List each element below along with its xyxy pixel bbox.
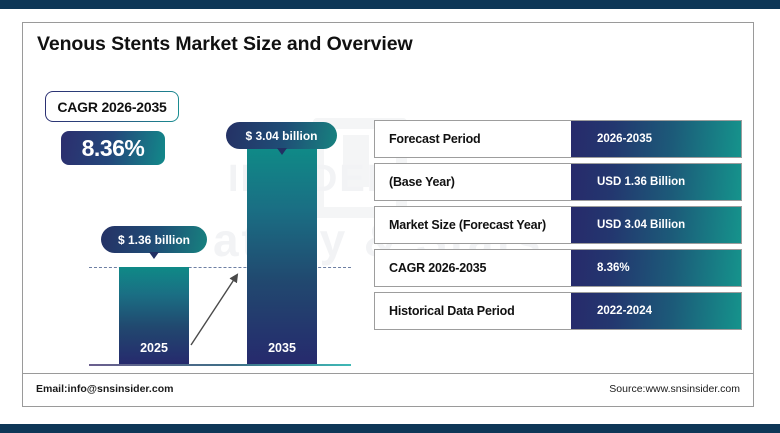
table-row-key: Historical Data Period <box>389 304 515 318</box>
bottom-accent-bar <box>0 424 780 433</box>
bar-2025: 2025 <box>119 267 189 364</box>
table-row: (Base Year) USD 1.36 Billion <box>374 163 742 201</box>
reference-line <box>89 267 351 268</box>
cagr-value-text: 8.36% <box>81 134 145 161</box>
footer-email: Email:info@snsinsider.com <box>36 383 174 395</box>
table-row-key: Forecast Period <box>389 132 481 146</box>
table-row-value: USD 1.36 Billion <box>571 164 741 200</box>
table-row: CAGR 2026-2035 8.36% <box>374 249 742 287</box>
table-row-value: 8.36% <box>571 250 741 286</box>
footer: Email:info@snsinsider.com Source:www.sns… <box>23 373 753 406</box>
value-callout-2025: $ 1.36 billion <box>101 226 207 259</box>
table-row-value: 2026-2035 <box>571 121 741 157</box>
footer-source: Source:www.snsinsider.com <box>609 383 740 395</box>
overview-table: Forecast Period 2026-2035 (Base Year) US… <box>374 120 742 335</box>
table-row-value: 2022-2024 <box>571 293 741 329</box>
value-callout-2035: $ 3.04 billion <box>226 122 337 155</box>
bar-category-label-2035: 2035 <box>268 341 296 355</box>
cagr-value-badge: 8.36% <box>61 131 165 165</box>
table-row-key: (Base Year) <box>389 175 455 189</box>
chart-baseline-axis <box>89 364 351 366</box>
table-row: Forecast Period 2026-2035 <box>374 120 742 158</box>
value-callout-text-2035: $ 3.04 billion <box>245 128 318 143</box>
table-row: Historical Data Period 2022-2024 <box>374 292 742 330</box>
bar-2035: 2035 <box>247 148 317 364</box>
top-accent-bar <box>0 0 780 9</box>
infographic-card: INSIDER ategy & Stats Venous Stents Mark… <box>22 22 754 407</box>
value-callout-text-2025: $ 1.36 billion <box>117 232 191 247</box>
table-row-key: CAGR 2026-2035 <box>389 261 487 275</box>
bar-category-label-2025: 2025 <box>140 341 168 355</box>
page-title: Venous Stents Market Size and Overview <box>37 33 413 55</box>
cagr-label-box: CAGR 2026-2035 <box>45 91 179 122</box>
table-row-value: USD 3.04 Billion <box>571 207 741 243</box>
bar-chart: 2025 2035 $ 1.36 billion $ 3.04 billion <box>23 23 368 406</box>
cagr-label-text: CAGR 2026-2035 <box>57 98 167 115</box>
table-row-key: Market Size (Forecast Year) <box>389 218 546 232</box>
table-row: Market Size (Forecast Year) USD 3.04 Bil… <box>374 206 742 244</box>
growth-arrow-icon <box>190 273 239 346</box>
